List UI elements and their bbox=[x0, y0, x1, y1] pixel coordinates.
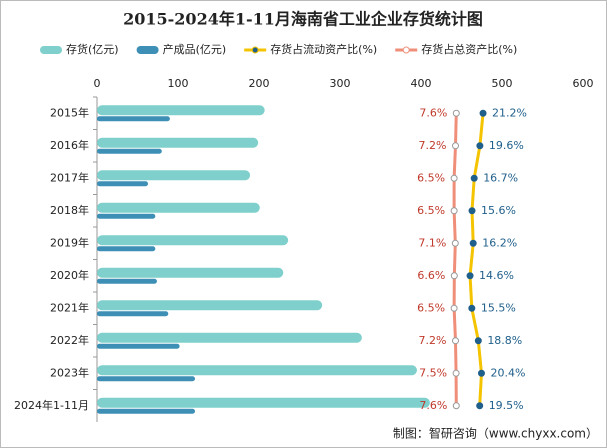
line bbox=[468, 113, 485, 406]
data-label: 7.5% bbox=[419, 366, 447, 379]
y-tick-label: 2022年 bbox=[50, 333, 89, 347]
bar bbox=[97, 311, 169, 317]
data-label: 6.6% bbox=[417, 269, 445, 282]
data-label: 14.6% bbox=[479, 269, 514, 282]
point bbox=[477, 369, 485, 377]
point bbox=[468, 304, 476, 312]
bar bbox=[97, 365, 417, 376]
point bbox=[470, 174, 478, 182]
data-label: 7.6% bbox=[419, 399, 447, 412]
data-label: 19.6% bbox=[489, 139, 524, 152]
data-label: 7.2% bbox=[419, 334, 447, 347]
bar bbox=[97, 170, 251, 181]
y-tick-label: 2023年 bbox=[50, 365, 89, 379]
point bbox=[468, 207, 476, 215]
bar bbox=[97, 105, 265, 116]
bar bbox=[97, 343, 180, 349]
data-label: 6.5% bbox=[417, 301, 445, 314]
legend-label: 存货占流动资产比(%) bbox=[270, 42, 377, 56]
x-tick-label: 400 bbox=[411, 77, 432, 90]
line bbox=[452, 113, 458, 406]
legend-label: 存货(亿元) bbox=[66, 42, 119, 56]
legend-marker bbox=[251, 46, 259, 54]
bar bbox=[97, 213, 156, 219]
point bbox=[451, 142, 459, 150]
y-tick-label: 2021年 bbox=[50, 300, 89, 314]
point bbox=[450, 207, 458, 215]
chart-title: 2015-2024年1-11月海南省工业企业存货统计图 bbox=[123, 10, 483, 29]
x-tick-label: 600 bbox=[573, 77, 594, 90]
bar bbox=[97, 202, 260, 213]
bar bbox=[97, 181, 149, 187]
point bbox=[450, 174, 458, 182]
bar bbox=[97, 278, 157, 284]
bar bbox=[97, 376, 196, 382]
x-tick-label: 500 bbox=[492, 77, 513, 90]
point bbox=[474, 337, 482, 345]
point bbox=[469, 239, 477, 247]
bar bbox=[97, 267, 284, 278]
bar bbox=[97, 246, 156, 252]
y-tick-label: 2020年 bbox=[50, 268, 89, 282]
bar bbox=[97, 116, 170, 122]
point bbox=[476, 402, 484, 410]
data-label: 21.2% bbox=[492, 106, 527, 119]
y-tick-label: 2018年 bbox=[50, 203, 89, 217]
data-label: 7.1% bbox=[418, 236, 446, 249]
data-label: 20.4% bbox=[490, 366, 525, 379]
y-tick-label: 2024年1-11月 bbox=[14, 398, 89, 412]
data-label: 6.5% bbox=[417, 171, 445, 184]
bar bbox=[97, 137, 259, 148]
bar bbox=[97, 235, 289, 246]
point bbox=[452, 109, 460, 117]
legend-label: 存货占总资产比(%) bbox=[421, 42, 517, 56]
point bbox=[450, 272, 458, 280]
y-tick-label: 2016年 bbox=[50, 138, 89, 152]
point bbox=[452, 402, 460, 410]
data-label: 16.2% bbox=[482, 236, 517, 249]
data-label: 7.6% bbox=[419, 106, 447, 119]
x-tick-label: 200 bbox=[249, 77, 270, 90]
x-tick-label: 0 bbox=[94, 77, 101, 90]
y-tick-label: 2015年 bbox=[50, 105, 89, 119]
x-tick-label: 100 bbox=[168, 77, 189, 90]
y-tick-label: 2019年 bbox=[50, 235, 89, 249]
bar bbox=[97, 397, 430, 408]
point bbox=[452, 369, 460, 377]
bar bbox=[97, 408, 196, 414]
data-label: 15.5% bbox=[481, 301, 516, 314]
data-label: 6.5% bbox=[417, 204, 445, 217]
data-label: 19.5% bbox=[489, 399, 524, 412]
legend-swatch bbox=[40, 46, 62, 54]
x-tick-label: 300 bbox=[330, 77, 351, 90]
bar bbox=[97, 332, 362, 343]
point bbox=[479, 109, 487, 117]
source: 制图：智研咨询（www.chyxx.com） bbox=[393, 426, 598, 441]
y-tick-label: 2017年 bbox=[50, 170, 89, 184]
legend-swatch bbox=[136, 46, 159, 54]
point bbox=[450, 304, 458, 312]
data-label: 15.6% bbox=[481, 204, 516, 217]
point bbox=[451, 337, 459, 345]
point bbox=[476, 142, 484, 150]
data-label: 16.7% bbox=[483, 171, 518, 184]
bar bbox=[97, 148, 162, 154]
bar bbox=[97, 300, 323, 311]
data-label: 18.8% bbox=[487, 334, 522, 347]
legend-label: 产成品(亿元) bbox=[163, 42, 227, 56]
point bbox=[466, 272, 474, 280]
legend-marker bbox=[402, 46, 410, 54]
point bbox=[451, 239, 459, 247]
data-label: 7.2% bbox=[419, 139, 447, 152]
